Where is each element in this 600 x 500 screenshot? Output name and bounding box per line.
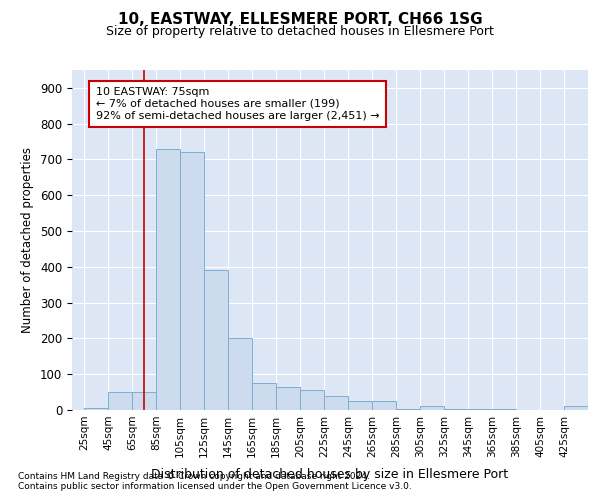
Bar [420, 406, 444, 410]
Bar [181, 152, 204, 410]
Bar [156, 148, 180, 410]
Text: 10, EASTWAY, ELLESMERE PORT, CH66 1SG: 10, EASTWAY, ELLESMERE PORT, CH66 1SG [118, 12, 482, 28]
Text: Contains public sector information licensed under the Open Government Licence v3: Contains public sector information licen… [18, 482, 412, 491]
Text: 10 EASTWAY: 75sqm
← 7% of detached houses are smaller (199)
92% of semi-detached: 10 EASTWAY: 75sqm ← 7% of detached house… [96, 88, 380, 120]
Bar [84, 408, 108, 410]
Bar [252, 383, 276, 410]
Bar [564, 406, 587, 410]
Text: Size of property relative to detached houses in Ellesmere Port: Size of property relative to detached ho… [106, 25, 494, 38]
Bar [133, 392, 156, 410]
Bar [300, 390, 323, 410]
Bar [325, 396, 348, 410]
Y-axis label: Number of detached properties: Number of detached properties [22, 147, 34, 333]
Bar [228, 338, 252, 410]
Bar [108, 392, 132, 410]
Bar [372, 401, 396, 410]
X-axis label: Distribution of detached houses by size in Ellesmere Port: Distribution of detached houses by size … [151, 468, 509, 481]
Bar [348, 401, 372, 410]
Text: Contains HM Land Registry data © Crown copyright and database right 2024.: Contains HM Land Registry data © Crown c… [18, 472, 370, 481]
Bar [204, 270, 228, 410]
Bar [276, 386, 299, 410]
